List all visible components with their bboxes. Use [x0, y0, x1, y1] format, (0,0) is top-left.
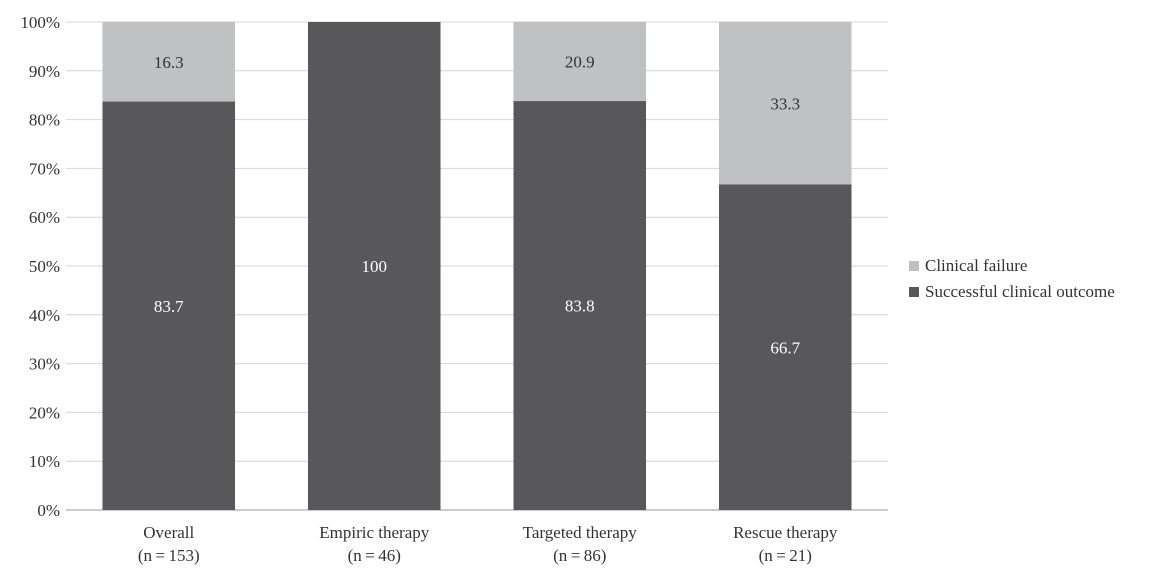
- bar-successful-clinical-outcome-targeted-therapy: [513, 101, 647, 510]
- x-category-n-label: (n = 46): [348, 546, 401, 565]
- y-tick-label: 30%: [29, 355, 60, 374]
- y-tick-label: 70%: [29, 159, 60, 178]
- data-label-clinical-failure-targeted-therapy: 20.9: [565, 53, 595, 72]
- data-label-clinical-failure-rescue-therapy: 33.3: [770, 94, 800, 113]
- x-category-n-label: (n = 21): [759, 546, 812, 565]
- legend-swatch-successful-clinical-outcome: [909, 287, 919, 297]
- data-label-successful-clinical-outcome-empiric-therapy: 100: [362, 257, 388, 276]
- y-tick-label: 100%: [20, 13, 60, 32]
- x-category-n-label: (n = 86): [553, 546, 606, 565]
- y-tick-label: 60%: [29, 208, 60, 227]
- y-tick-label: 90%: [29, 62, 60, 81]
- y-tick-label: 80%: [29, 111, 60, 130]
- x-category-label: Targeted therapy: [523, 523, 638, 542]
- data-label-successful-clinical-outcome-rescue-therapy: 66.7: [770, 338, 800, 357]
- y-tick-label: 0%: [37, 501, 60, 520]
- legend-item-successful-clinical-outcome: Successful clinical outcome: [909, 279, 1115, 305]
- legend-label-successful-clinical-outcome: Successful clinical outcome: [925, 282, 1115, 301]
- x-category-n-label: (n = 153): [138, 546, 200, 565]
- bar-successful-clinical-outcome-overall: [102, 101, 236, 510]
- legend-item-clinical-failure: Clinical failure: [909, 253, 1115, 279]
- bar-clinical-failure-overall: [102, 22, 236, 102]
- x-axis-categories: Overall (n = 153) Empiric therapy (n = 46) T…: [138, 523, 838, 565]
- bar-clinical-failure-rescue-therapy: [718, 22, 852, 185]
- data-label-successful-clinical-outcome-overall: 83.7: [154, 297, 184, 316]
- bar-clinical-failure-targeted-therapy: [513, 22, 647, 102]
- y-tick-label: 40%: [29, 306, 60, 325]
- bar-successful-clinical-outcome-empiric-therapy: [307, 22, 441, 510]
- y-axis-ticks: 0% 10% 20% 30% 40% 50% 60% 70% 80% 90% 100%: [20, 13, 60, 520]
- bar-successful-clinical-outcome-rescue-therapy: [718, 184, 852, 510]
- x-category-label: Empiric therapy: [319, 523, 429, 542]
- y-tick-label: 10%: [29, 452, 60, 471]
- y-tick-label: 50%: [29, 257, 60, 276]
- legend: Clinical failure Successful clinical out…: [909, 253, 1115, 305]
- data-labels: 83.7 16.3 100 83.8 20.9 66.7 33.3: [154, 53, 801, 358]
- x-category-label: Rescue therapy: [733, 523, 838, 542]
- legend-label-clinical-failure: Clinical failure: [925, 256, 1028, 275]
- bars: [102, 22, 852, 510]
- data-label-clinical-failure-overall: 16.3: [154, 53, 184, 72]
- x-category-label: Overall: [143, 523, 194, 542]
- data-label-successful-clinical-outcome-targeted-therapy: 83.8: [565, 297, 595, 316]
- y-tick-label: 20%: [29, 403, 60, 422]
- legend-swatch-clinical-failure: [909, 261, 919, 271]
